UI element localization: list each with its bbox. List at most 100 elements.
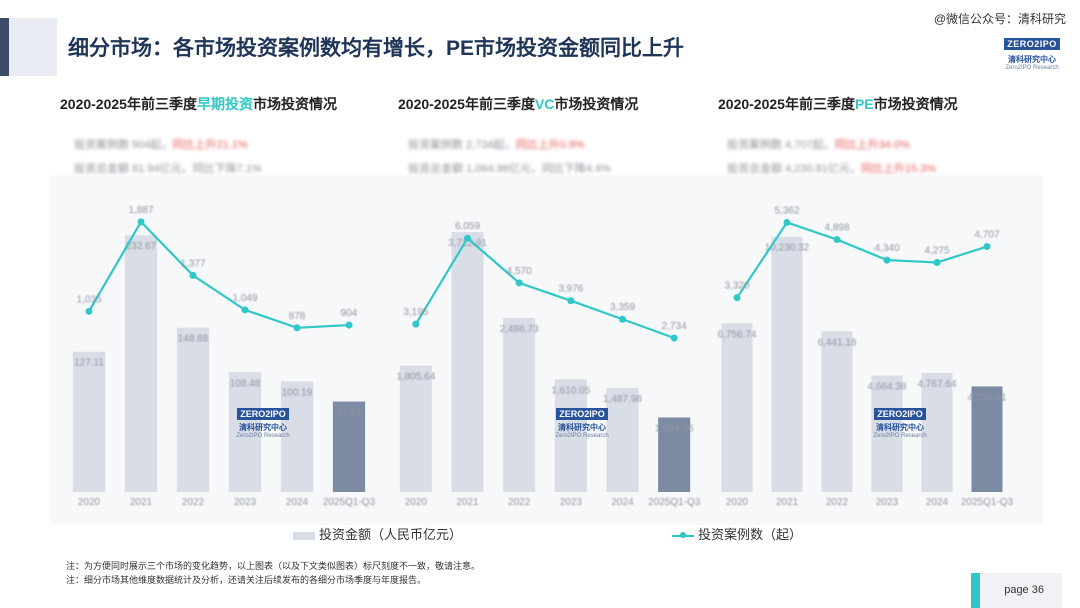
x-tick-label: 2023 (234, 497, 257, 508)
legend-line: 投资案例数（起） (672, 524, 802, 543)
logo-brand: ZERO2IPO (556, 408, 608, 420)
bar (399, 365, 432, 492)
series-line (88, 220, 350, 329)
bar-value-label: 127.11 (74, 358, 104, 369)
summary-text: 投资总金额 4,230.81亿元， (727, 163, 861, 175)
zero2ipo-logo: ZERO2IPO 清科研究中心 Zero2IPO Research (1004, 34, 1060, 71)
page-title: 细分市场：各市场投资案例数均有增长，PE市场投资金额同比上升 (68, 37, 685, 60)
page-number: page 36 (1004, 584, 1044, 596)
x-tick-label: 2025Q1-Q3 (961, 497, 1014, 508)
bar (176, 327, 210, 492)
bar (721, 323, 753, 492)
summary-text: 投资总金额 1,064.96亿元， (408, 163, 542, 175)
summary-highlight: 同比上升15.3% (860, 163, 937, 175)
line-value-label: 1,887 (128, 205, 153, 216)
bar (971, 386, 1003, 492)
bar-value-label: 4,664.38 (868, 382, 907, 393)
logo-brand: ZERO2IPO (874, 408, 926, 420)
bar-value-label: 2,486.73 (500, 324, 539, 335)
logo-en: Zero2IPO Research (873, 433, 927, 439)
legend-bar-label: 投资金额（人民币亿元） (319, 527, 463, 542)
line-point (137, 218, 145, 226)
bar-value-label: 1,610.05 (551, 385, 590, 396)
logo-cn: 清科研究中心 (558, 423, 606, 432)
line-point (933, 259, 941, 266)
chart-title-pe: 2020-2025年前三季度PE市场投资情况 (718, 94, 958, 114)
logo-en: Zero2IPO Research (236, 433, 290, 439)
logo-cn: 清科研究中心 (239, 423, 287, 432)
chart-watermark-logo: ZERO2IPO 清科研究中心 Zero2IPO Research (870, 404, 930, 439)
line-value-label: 3,320 (724, 281, 749, 292)
x-tick-label: 2024 (926, 497, 949, 508)
legend-line-swatch (672, 531, 694, 538)
line-value-label: 4,340 (874, 243, 899, 254)
chart-title-prefix: 2020-2025年前三季度 (718, 96, 855, 112)
x-tick-label: 2024 (286, 497, 309, 508)
x-tick-label: 2021 (456, 497, 479, 508)
bar (821, 331, 853, 492)
line-point (983, 243, 991, 251)
line-value-label: 4,707 (974, 230, 999, 241)
source-watermark: @微信公众号：清科研究 (933, 12, 1066, 26)
bar-value-label: 3,712.91 (448, 238, 487, 249)
line-point (619, 315, 626, 323)
summary-text: 投资总金额 81.94亿元， (74, 163, 193, 175)
line-point (783, 218, 791, 226)
line-point (567, 297, 575, 305)
line-value-label: 1,035 (76, 294, 101, 305)
line-value-label: 904 (341, 308, 358, 319)
bar (72, 351, 106, 492)
line-value-label: 1,377 (180, 258, 205, 269)
x-tick-label: 2020 (78, 497, 101, 508)
chart-watermark-logo: ZERO2IPO 清科研究中心 Zero2IPO Research (552, 404, 612, 439)
x-tick-label: 2020 (726, 497, 749, 508)
footnote-1: 注：为方便同时展示三个市场的变化趋势，以上图表（以及下文类似图表）标尺刻度不一致… (66, 561, 481, 571)
line-point (464, 234, 471, 242)
bar (124, 235, 158, 492)
line-point (412, 320, 420, 328)
line-value-label: 2,734 (662, 321, 687, 332)
line-value-label: 5,362 (774, 205, 799, 216)
chart-title-prefix: 2020-2025年前三季度 (398, 96, 535, 112)
logo-en: Zero2IPO Research (555, 433, 609, 439)
legend-bar-swatch (293, 531, 315, 540)
summary-text: 投资案例数 904起， (74, 139, 173, 151)
line-point (733, 294, 741, 302)
line-value-label: 4,275 (924, 246, 949, 257)
line-point (241, 306, 249, 314)
bar (771, 236, 803, 492)
title-accent-bar (0, 18, 9, 76)
logo-cn: 清科研究中心 (1008, 55, 1056, 64)
bar-value-label: 108.48 (230, 378, 261, 389)
summary-text: 投资案例数 2,734起， (408, 139, 516, 151)
summary-highlight: 同比上升34.0% (834, 139, 910, 151)
bar (332, 401, 366, 492)
line-point (85, 307, 93, 315)
x-tick-label: 2021 (776, 497, 799, 508)
title-accent-block (9, 18, 57, 76)
x-tick-label: 2023 (560, 497, 583, 508)
summary-highlight: 同比下降4.4% (541, 163, 611, 175)
bar-value-label: 1,064.96 (655, 423, 694, 434)
bar-value-label: 1,487.98 (603, 394, 642, 405)
bar-value-label: 1,805.64 (396, 372, 435, 383)
bar-value-label: 81.94 (336, 408, 361, 419)
line-point (293, 324, 301, 332)
bar (280, 381, 314, 492)
bar (451, 232, 484, 492)
bar (921, 373, 953, 492)
bar (871, 375, 903, 492)
page-accent (971, 573, 980, 608)
x-tick-label: 2022 (826, 497, 849, 508)
page-box (980, 573, 1062, 608)
bar-value-label: 148.88 (178, 334, 209, 345)
page-number-value: 36 (1031, 584, 1044, 596)
bar-value-label: 4,230.81 (968, 392, 1007, 403)
x-tick-label: 2020 (405, 497, 428, 508)
summary-highlight: 同比上升0.9% (515, 139, 585, 151)
line-point (189, 271, 197, 279)
footnote-2: 注：细分市场其他维度数据统计及分析，还请关注后续发布的各细分市场季度与年度报告。 (66, 575, 427, 585)
line-value-label: 1,049 (232, 293, 257, 304)
summary-early-line2: 投资总金额 81.94亿元，同比下降7.1% (74, 160, 262, 176)
